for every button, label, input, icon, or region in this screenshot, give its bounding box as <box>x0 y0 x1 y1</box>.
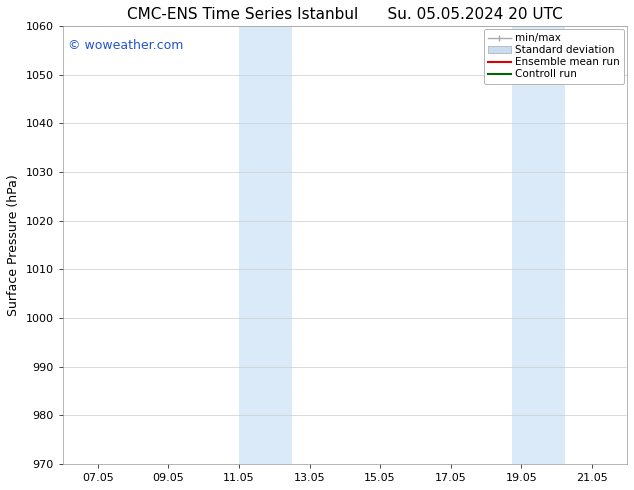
Text: © woweather.com: © woweather.com <box>68 39 184 52</box>
Y-axis label: Surface Pressure (hPa): Surface Pressure (hPa) <box>7 174 20 316</box>
Bar <box>239 26 292 464</box>
Legend: min/max, Standard deviation, Ensemble mean run, Controll run: min/max, Standard deviation, Ensemble me… <box>484 29 624 84</box>
Bar <box>512 26 566 464</box>
Title: CMC-ENS Time Series Istanbul      Su. 05.05.2024 20 UTC: CMC-ENS Time Series Istanbul Su. 05.05.2… <box>127 7 563 22</box>
